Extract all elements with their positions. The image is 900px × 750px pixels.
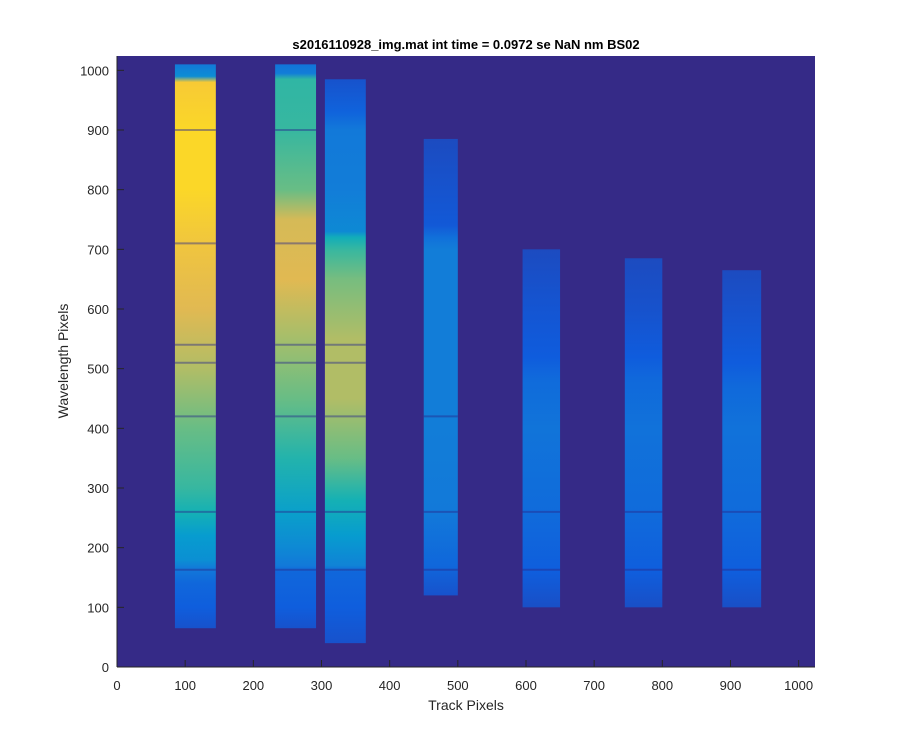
y-tick-label: 100 — [87, 600, 109, 615]
track-band — [324, 79, 366, 644]
y-axis-label: Wavelength Pixels — [55, 304, 71, 419]
x-axis-label: Track Pixels — [428, 697, 504, 713]
y-tick-label: 300 — [87, 481, 109, 496]
y-axis: 0 100 200 300 400 500 600 700 800 900 1000 — [80, 56, 124, 675]
track-band — [423, 138, 458, 596]
x-tick-label: 800 — [651, 678, 673, 693]
track-band — [522, 249, 561, 608]
y-tick-label: 400 — [87, 421, 109, 436]
x-tick-label: 500 — [447, 678, 469, 693]
track-band — [275, 64, 317, 629]
x-tick-label: 200 — [242, 678, 264, 693]
y-tick-label: 500 — [87, 362, 109, 377]
x-axis: 0 100 200 300 400 500 600 700 800 900 1000 — [113, 660, 815, 693]
x-tick-label: 700 — [583, 678, 605, 693]
x-tick-label: 900 — [720, 678, 742, 693]
x-tick-label: 400 — [379, 678, 401, 693]
y-tick-label: 200 — [87, 541, 109, 556]
y-tick-label: 0 — [102, 660, 109, 675]
y-tick-label: 800 — [87, 183, 109, 198]
y-tick-label: 1000 — [80, 63, 109, 78]
absorption-lines-layer — [174, 128, 762, 571]
chart-title: s2016110928_img.mat int time = 0.0972 se… — [292, 37, 639, 52]
x-tick-label: 1000 — [784, 678, 813, 693]
x-tick-label: 0 — [113, 678, 120, 693]
y-tick-label: 600 — [87, 302, 109, 317]
track-band — [722, 270, 762, 608]
track-band — [174, 64, 216, 629]
tracks-layer — [174, 64, 762, 644]
plot-area — [117, 56, 815, 667]
x-tick-label: 100 — [174, 678, 196, 693]
y-tick-label: 700 — [87, 242, 109, 257]
x-tick-label: 600 — [515, 678, 537, 693]
plot-background — [117, 56, 815, 667]
y-tick-label: 900 — [87, 123, 109, 138]
x-tick-label: 300 — [311, 678, 333, 693]
track-band — [624, 258, 663, 608]
